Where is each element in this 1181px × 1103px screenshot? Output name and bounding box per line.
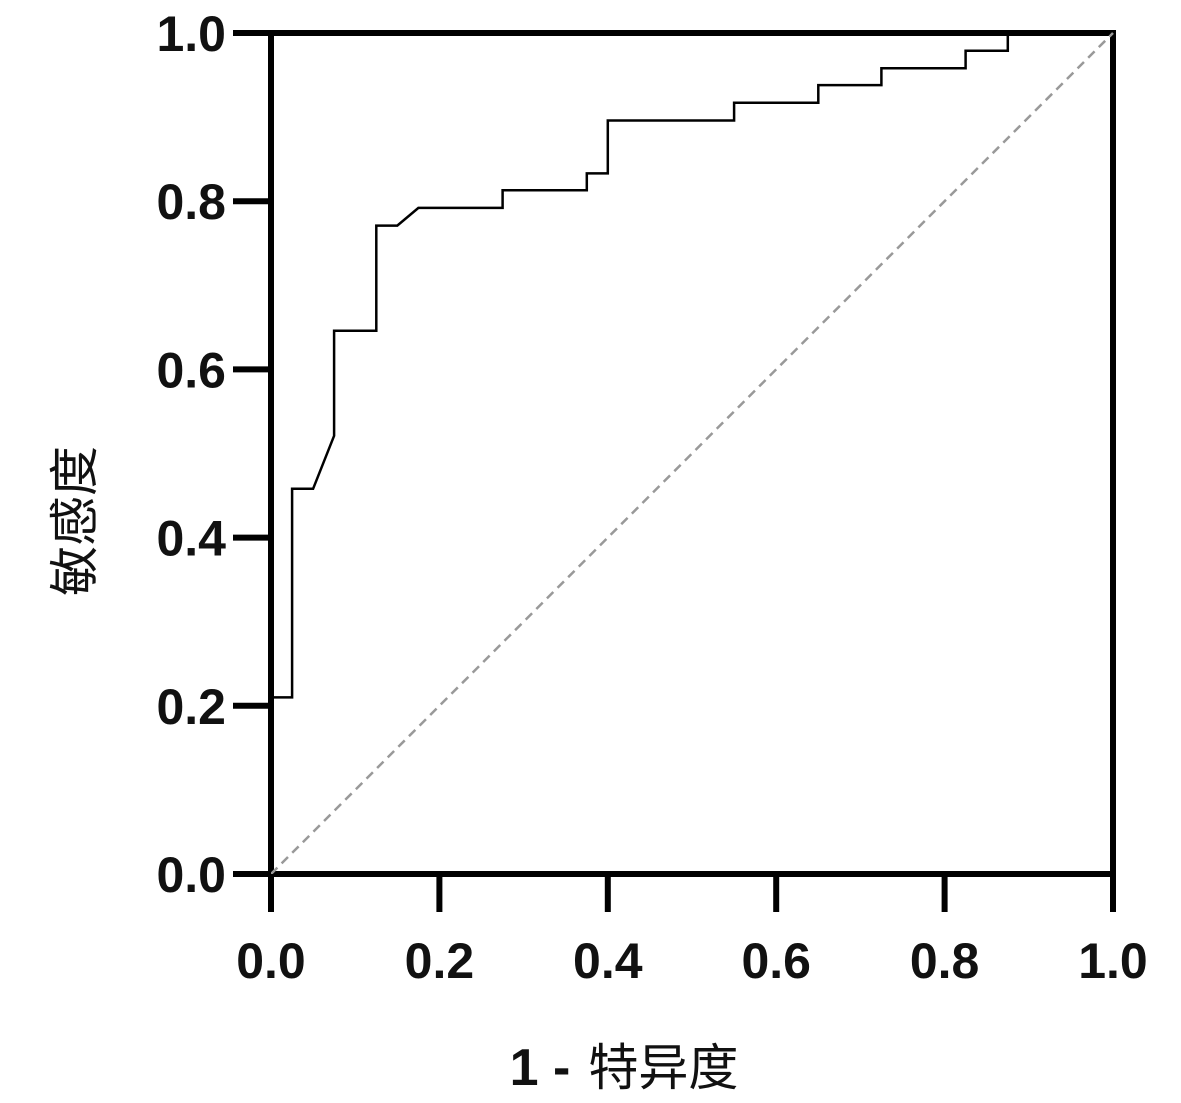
x-axis-title-text: 特异度 — [588, 1039, 738, 1097]
y-tick-label: 0.0 — [156, 847, 226, 903]
x-tick-label: 0.2 — [405, 933, 475, 989]
x-axis-title-prefix: 1 - — [510, 1039, 571, 1097]
x-tick-label: 0.4 — [573, 933, 643, 989]
x-tick-label: 0.8 — [910, 933, 980, 989]
y-tick-label: 0.8 — [156, 174, 226, 230]
y-tick-label: 1.0 — [156, 6, 226, 62]
plot-frame — [268, 30, 1116, 877]
x-axis-title: 1 - 特异度 — [510, 1039, 739, 1097]
x-tick-label: 1.0 — [1078, 933, 1148, 989]
y-tick-label: 0.2 — [156, 679, 226, 735]
x-tick-label: 0.0 — [236, 933, 306, 989]
y-tick-label: 0.6 — [156, 342, 226, 398]
roc-curve-line — [271, 33, 1010, 699]
x-tick-label: 0.6 — [741, 933, 811, 989]
y-axis-title: 敏感度 — [46, 446, 104, 596]
reference-diagonal-line — [270, 32, 1114, 875]
y-tick-label: 0.4 — [156, 511, 226, 567]
